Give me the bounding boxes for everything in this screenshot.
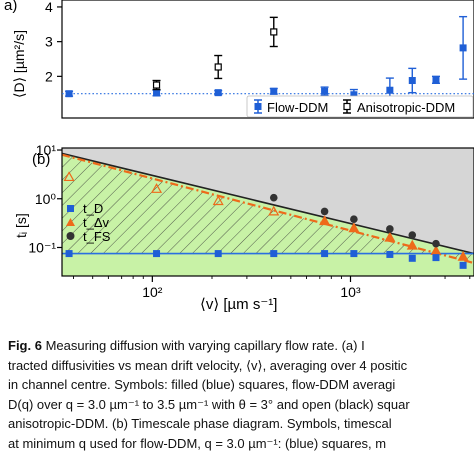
panel-a-y-axis-label: ⟨D⟩ [µm²/s] <box>11 30 27 98</box>
y-tick-label: 10¹ <box>36 142 57 158</box>
tdv-marker <box>151 183 163 193</box>
td-marker <box>386 250 394 258</box>
panel-a-label: a) <box>4 0 17 14</box>
y-tick-label: 4 <box>45 0 53 15</box>
panel-b-y-ticks: 10¹ 10⁰ 10⁻¹ <box>28 142 62 255</box>
flow-ddm-point <box>214 89 223 97</box>
tdv-marker <box>268 205 280 216</box>
y-tick-label: 10⁻¹ <box>28 239 56 255</box>
flow-ddm-marker <box>153 89 161 97</box>
legend-anisotropic-ddm-marker <box>343 99 351 114</box>
panel-a-legend-box <box>246 95 474 118</box>
tfs-line <box>62 152 474 255</box>
flow-ddm-marker <box>214 89 222 97</box>
anisotropic-ddm-point <box>214 54 223 80</box>
panel-b-label: (b) <box>32 151 50 168</box>
legend-t-dv-label: t_Δv <box>83 215 110 230</box>
tfs-marker <box>350 215 358 224</box>
panel-a-y-ticks: 2 3 4 <box>45 0 62 84</box>
td-marker <box>350 250 358 258</box>
x-axis-label: ⟨v⟩ [µm s⁻¹] <box>200 296 277 313</box>
legend-t-dv-marker <box>66 218 75 226</box>
td-marker <box>153 250 161 258</box>
td-marker <box>459 261 467 269</box>
tdv-marker <box>384 231 396 242</box>
panel-a-legend: Flow-DDM Anisotropic-DDM <box>246 95 474 118</box>
tdv-marker <box>63 171 75 182</box>
flow-ddm-marker <box>65 90 73 98</box>
caption-line-1: Fig. 6 Measuring diffusion with varying … <box>8 336 474 356</box>
panel-b-legend: t_D t_Δv t_FS <box>66 201 111 244</box>
flow-ddm-point <box>408 67 417 94</box>
flow-ddm-marker <box>321 87 329 95</box>
flow-ddm-marker <box>459 44 467 52</box>
flow-ddm-point <box>269 87 278 95</box>
figure: a) 2 3 4 ⟨D⟩ [µm²/s] Flow-DDM Anisotropic-… <box>4 0 474 313</box>
y-tick-label: 3 <box>45 34 53 50</box>
panel-a-plot-area <box>62 15 474 104</box>
tdv-marker <box>319 215 331 226</box>
panel-a: a) 2 3 4 ⟨D⟩ [µm²/s] Flow-DDM Anisotropic-… <box>4 0 474 119</box>
panel-b-y-axis-label: tᵢ [s] <box>13 213 29 238</box>
flow-ddm-point <box>65 90 74 98</box>
legend-t-d-marker <box>67 205 74 212</box>
caption-fig-number: Fig. 6 <box>8 338 42 353</box>
legend-anisotropic-ddm-label: Anisotropic-DDM <box>357 100 455 115</box>
tfs-marker <box>320 207 329 216</box>
legend-t-fs-label: t_FS <box>83 229 111 244</box>
legend-flow-ddm-marker <box>254 99 262 114</box>
td-marker <box>270 250 278 258</box>
panel-b-plot-area <box>62 152 474 269</box>
x-tick-label: 10² <box>142 284 163 300</box>
flow-ddm-point <box>459 15 468 80</box>
anisotropic-ddm-marker <box>152 81 161 89</box>
flow-ddm-marker <box>408 77 416 85</box>
legend-t-d-label: t_D <box>83 201 103 216</box>
caption-line-1-text: Measuring diffusion with varying capilla… <box>41 338 365 353</box>
td-marker <box>65 250 73 258</box>
tdv-marker <box>457 250 469 261</box>
tdv-marker <box>406 239 418 250</box>
caption-line-5: anisotropic-DDM. (b) Timescale phase dia… <box>8 416 392 432</box>
tdv-marker <box>212 195 224 206</box>
tfs-marker <box>408 231 417 239</box>
flow-ddm-point <box>320 86 329 97</box>
tfs-marker <box>386 225 394 233</box>
td-marker <box>321 250 329 258</box>
tfs-marker <box>432 239 440 248</box>
flow-ddm-marker <box>386 86 394 94</box>
flow-ddm-point <box>152 89 161 97</box>
legend-flow-ddm-label: Flow-DDM <box>267 100 328 115</box>
flow-ddm-marker <box>432 76 440 84</box>
figure-caption: Fig. 6 Measuring diffusion with varying … <box>8 336 474 454</box>
td-marker <box>408 254 416 262</box>
caption-line-6: at minimum q used for flow-DDM, q = 3.0 … <box>8 435 387 451</box>
caption-line-2: tracted diffusivities vs mean drift velo… <box>8 357 408 373</box>
panel-b: (b) 10¹ 10⁰ 10⁻¹ 10² 10³ tᵢ [s] ⟨v⟩ [µm s⁻¹… <box>13 142 474 313</box>
tdv-marker <box>348 222 360 233</box>
tfs-marker <box>269 193 278 202</box>
panel-b-x-ticks: 10² 10³ <box>73 276 471 300</box>
x-tick-label: 10³ <box>340 284 361 300</box>
anisotropic-ddm-marker <box>270 28 278 36</box>
flow-ddm-marker <box>350 91 358 99</box>
tdv-line <box>62 153 474 265</box>
flow-ddm-marker <box>270 87 278 95</box>
anisotropic-ddm-point <box>269 16 278 48</box>
flow-ddm-point <box>431 75 440 84</box>
anisotropic-ddm-marker <box>214 63 222 71</box>
legend-t-fs-marker <box>66 232 75 240</box>
anisotropic-ddm-point <box>152 79 161 91</box>
y-tick-label: 2 <box>45 68 53 84</box>
y-tick-label: 10⁰ <box>35 191 57 207</box>
panel-b-frame <box>61 147 474 277</box>
caption-line-3: in channel centre. Symbols: filled (blue… <box>8 377 396 393</box>
caption-line-4: D(q) over q = 3.0 µm⁻¹ to 3.5 µm⁻¹ with … <box>8 396 410 412</box>
region-above-tfs <box>62 148 474 254</box>
td-marker <box>432 254 440 262</box>
td-marker <box>214 250 222 258</box>
